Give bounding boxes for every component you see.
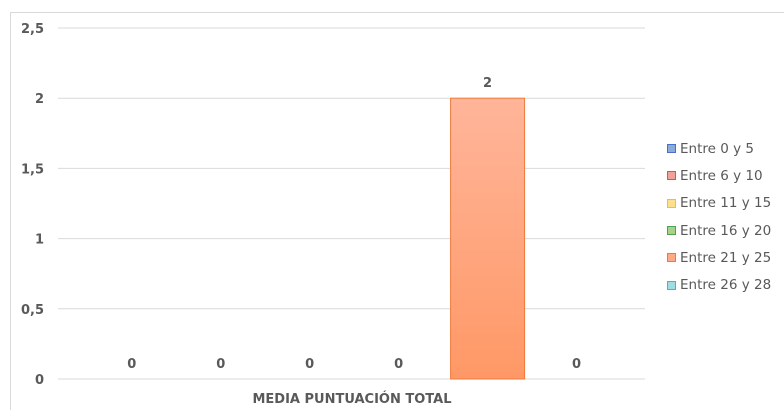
legend-swatch bbox=[667, 280, 676, 290]
legend-item: Entre 21 y 25 bbox=[667, 244, 771, 271]
legend-swatch bbox=[667, 253, 676, 263]
bar bbox=[450, 97, 526, 380]
legend-label: Entre 21 y 25 bbox=[680, 249, 772, 266]
y-tick-label: 1 bbox=[35, 233, 44, 248]
legend-label: Entre 16 y 20 bbox=[680, 222, 772, 239]
y-tick-label: 1,5 bbox=[21, 162, 44, 177]
chart-frame bbox=[10, 12, 784, 410]
y-tick-label: 0 bbox=[35, 373, 44, 388]
legend-label: Entre 0 y 5 bbox=[680, 140, 754, 157]
legend-swatch bbox=[667, 226, 676, 236]
data-label: 0 bbox=[216, 357, 225, 372]
legend-item: Entre 6 y 10 bbox=[667, 162, 771, 189]
y-tick-label: 2,5 bbox=[21, 22, 44, 37]
legend-item: Entre 0 y 5 bbox=[667, 135, 771, 162]
y-tick-label: 2 bbox=[35, 92, 44, 107]
legend-label: Entre 11 y 15 bbox=[680, 195, 772, 212]
legend: Entre 0 y 5 Entre 6 y 10 Entre 11 y 15 Entr… bbox=[667, 135, 771, 299]
data-label: 0 bbox=[305, 357, 314, 372]
legend-item: Entre 26 y 28 bbox=[667, 271, 771, 298]
legend-swatch bbox=[667, 144, 676, 154]
legend-swatch bbox=[667, 171, 676, 181]
data-label: 0 bbox=[572, 357, 581, 372]
legend-label: Entre 26 y 28 bbox=[680, 277, 772, 294]
legend-swatch bbox=[667, 198, 676, 208]
legend-item: Entre 16 y 20 bbox=[667, 217, 771, 244]
data-label: 2 bbox=[483, 76, 492, 91]
legend-label: Entre 6 y 10 bbox=[680, 167, 763, 184]
x-category-label: MEDIA PUNTUACIÓN TOTAL bbox=[252, 391, 451, 407]
data-label: 0 bbox=[394, 357, 403, 372]
y-tick-label: 0,5 bbox=[21, 303, 44, 318]
legend-item: Entre 11 y 15 bbox=[667, 190, 771, 217]
data-label: 0 bbox=[127, 357, 136, 372]
